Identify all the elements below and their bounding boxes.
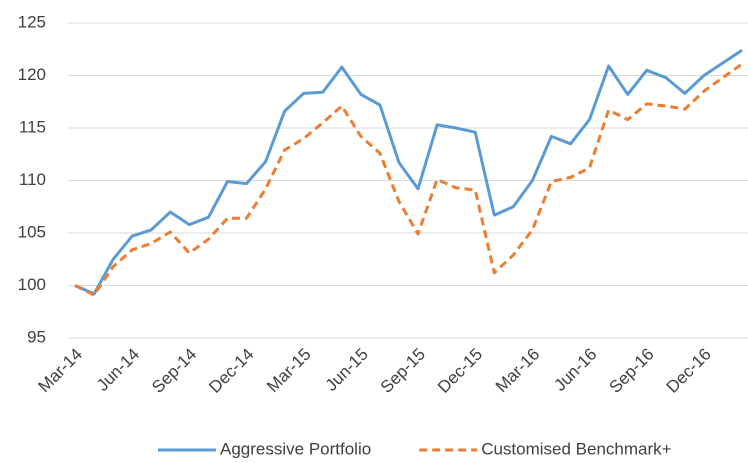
- series-line: [74, 49, 743, 296]
- legend-label: Aggressive Portfolio: [220, 439, 371, 458]
- y-tick-label: 115: [19, 117, 46, 136]
- y-tick-label: 95: [27, 327, 46, 346]
- x-tick-label: Dec-14: [205, 345, 257, 397]
- x-tick-label: Sep-16: [606, 345, 658, 397]
- y-tick-label: 105: [18, 222, 46, 241]
- series-line: [74, 62, 743, 297]
- legend-label: Customised Benchmark+: [481, 439, 671, 458]
- x-tick-label: Sep-14: [148, 345, 200, 397]
- x-tick-label: Dec-16: [663, 345, 715, 397]
- y-tick-label: 110: [19, 170, 46, 189]
- x-tick-label: Jun-16: [550, 345, 600, 395]
- x-tick-label: Dec-15: [434, 345, 486, 397]
- y-tick-label: 120: [18, 65, 46, 84]
- x-tick-label: Sep-15: [377, 345, 429, 397]
- x-tick-label: Jun-14: [93, 345, 143, 395]
- y-tick-label: 125: [18, 12, 46, 31]
- y-tick-label: 100: [18, 275, 46, 294]
- x-tick-label: Mar-14: [34, 345, 86, 397]
- x-tick-label: Jun-15: [322, 345, 372, 395]
- x-tick-label: Mar-16: [492, 345, 544, 397]
- x-tick-label: Mar-15: [263, 345, 315, 397]
